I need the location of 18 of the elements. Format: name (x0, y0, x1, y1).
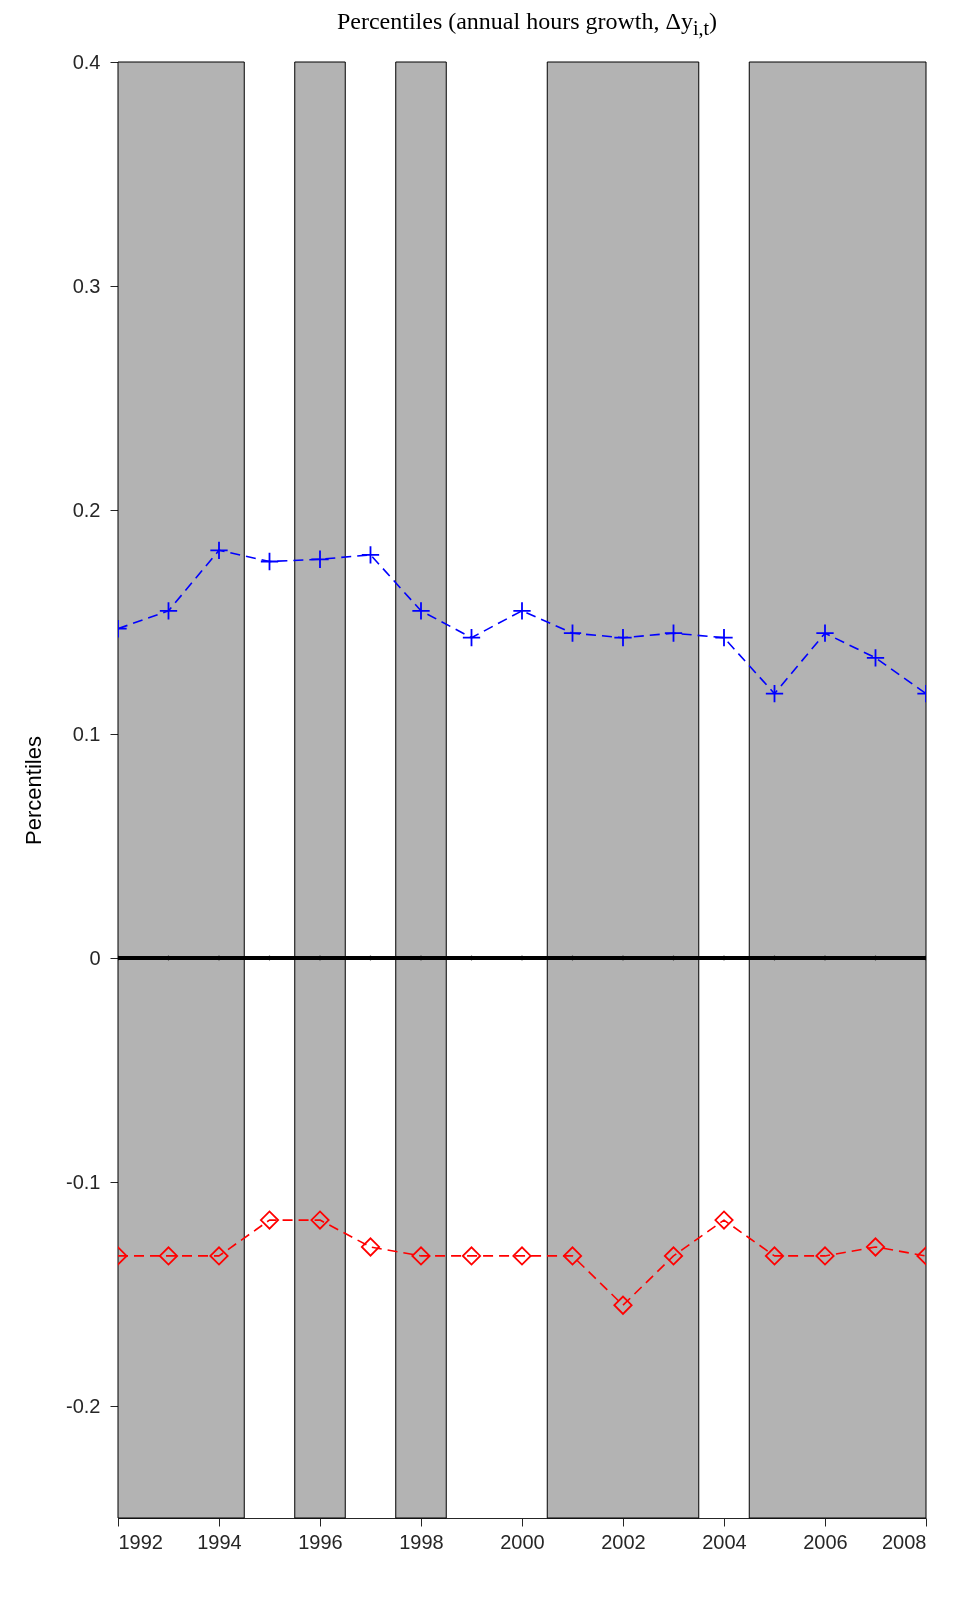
y-tick-label: 0.1 (72, 722, 101, 745)
x-tick-label: 2004 (702, 1530, 747, 1553)
x-tick-label: 1994 (197, 1530, 242, 1553)
x-tick-label: 1996 (298, 1530, 343, 1553)
y-axis-title: Percentiles (21, 736, 47, 845)
x-tick-label: 2002 (601, 1530, 646, 1553)
x-tick-label: 2000 (500, 1530, 545, 1553)
y-tick-label: -0.2 (66, 1394, 101, 1417)
y-tick-label: 0.2 (72, 498, 101, 521)
y-tick-label: 0.3 (72, 274, 101, 297)
chart-title: Percentiles (annual hours growth, Δy$_{i,t}$) (335, 8, 719, 40)
x-tick-label: 2006 (803, 1530, 848, 1553)
y-tick-label: 0.4 (72, 50, 101, 73)
x-tick-label: 1992 (118, 1530, 163, 1553)
y-tick-label: -0.1 (66, 1170, 101, 1193)
y-tick-label: 0 (89, 946, 101, 969)
x-tick-label: 1998 (399, 1530, 444, 1553)
x-tick-label: 2008 (882, 1530, 927, 1553)
